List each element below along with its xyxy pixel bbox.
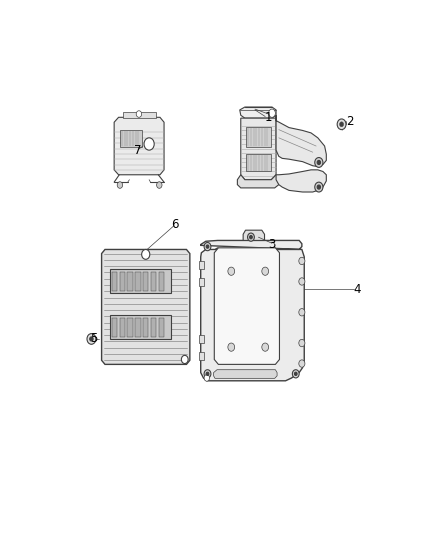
Bar: [120, 272, 125, 290]
Bar: [120, 318, 125, 337]
Bar: [143, 272, 148, 290]
Polygon shape: [214, 248, 279, 365]
Circle shape: [339, 122, 344, 127]
Text: 2: 2: [346, 115, 354, 128]
Circle shape: [299, 360, 305, 367]
Circle shape: [268, 109, 276, 117]
Text: 5: 5: [90, 333, 98, 345]
Circle shape: [141, 249, 150, 260]
Circle shape: [293, 370, 299, 378]
Polygon shape: [102, 249, 190, 365]
Circle shape: [315, 182, 323, 192]
Circle shape: [228, 343, 235, 351]
Circle shape: [299, 257, 305, 265]
Bar: [159, 318, 164, 337]
Circle shape: [247, 233, 254, 241]
Bar: [123, 112, 156, 118]
Circle shape: [117, 182, 123, 188]
Bar: [246, 127, 271, 147]
Bar: [199, 261, 204, 269]
Circle shape: [204, 370, 211, 378]
Bar: [112, 272, 117, 290]
Circle shape: [299, 278, 305, 285]
Circle shape: [136, 111, 141, 117]
Circle shape: [317, 185, 321, 189]
Polygon shape: [276, 115, 326, 166]
Circle shape: [204, 375, 209, 381]
Text: 7: 7: [134, 144, 141, 157]
Bar: [199, 335, 204, 343]
Circle shape: [144, 138, 154, 150]
Bar: [112, 318, 117, 337]
Bar: [151, 272, 156, 290]
Circle shape: [250, 236, 252, 239]
Text: 6: 6: [172, 217, 179, 230]
Polygon shape: [241, 118, 276, 180]
Circle shape: [299, 340, 305, 347]
Bar: [127, 272, 133, 290]
Bar: [135, 318, 141, 337]
Circle shape: [262, 343, 268, 351]
Polygon shape: [243, 230, 265, 240]
Bar: [151, 318, 156, 337]
Bar: [199, 278, 204, 286]
Bar: [199, 352, 204, 360]
Bar: [159, 272, 164, 290]
Circle shape: [156, 182, 162, 188]
Circle shape: [294, 372, 297, 375]
Circle shape: [317, 160, 321, 165]
Bar: [120, 131, 141, 147]
Polygon shape: [237, 175, 279, 188]
Circle shape: [206, 372, 209, 375]
Text: 1: 1: [265, 111, 272, 124]
Circle shape: [90, 337, 93, 341]
Polygon shape: [240, 107, 276, 118]
Text: 4: 4: [353, 283, 360, 296]
Circle shape: [315, 158, 323, 167]
Bar: [110, 316, 171, 339]
Circle shape: [87, 334, 96, 344]
Circle shape: [337, 119, 346, 130]
Bar: [110, 269, 171, 293]
Circle shape: [206, 245, 209, 248]
Text: 3: 3: [268, 238, 276, 251]
Circle shape: [228, 267, 235, 276]
Polygon shape: [214, 370, 277, 378]
Circle shape: [204, 243, 211, 251]
Circle shape: [262, 267, 268, 276]
Bar: [143, 318, 148, 337]
Bar: [127, 318, 133, 337]
Circle shape: [181, 356, 188, 364]
Bar: [246, 154, 271, 172]
Polygon shape: [276, 170, 326, 192]
Polygon shape: [201, 240, 304, 381]
Polygon shape: [114, 117, 164, 175]
Bar: [135, 272, 141, 290]
Circle shape: [299, 309, 305, 316]
